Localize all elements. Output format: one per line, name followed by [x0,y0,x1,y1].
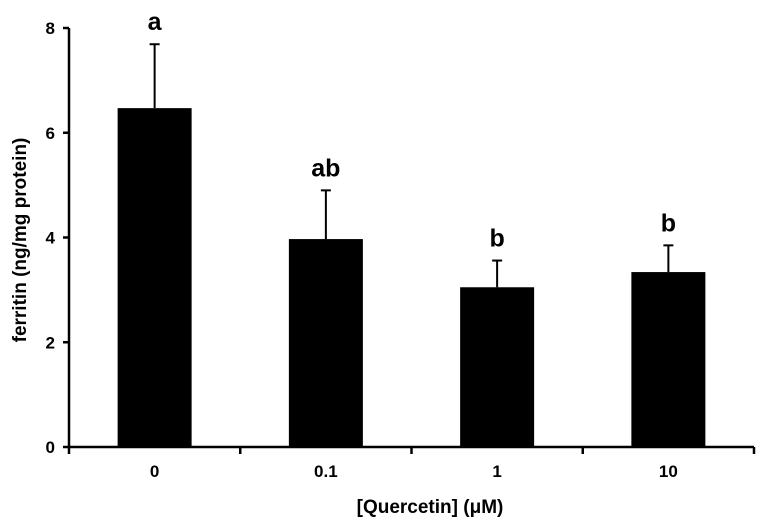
bar [460,287,535,447]
significance-label: b [661,209,676,237]
x-tick-label: 0 [150,462,159,481]
y-tick-label: 2 [46,333,55,352]
significance-label: ab [311,154,340,182]
x-tick-label: 10 [659,462,678,481]
y-axis-title: ferritin (ng/mg protein) [10,138,31,343]
bar [631,272,706,447]
y-tick-label: 0 [46,438,55,457]
error-bars-layer [149,43,674,288]
bars-layer [117,108,706,447]
significance-labels-layer: a ab b b [148,8,676,252]
x-tick-label: 0.1 [314,462,338,481]
x-tick-label: 1 [492,462,501,481]
y-tick-label: 6 [46,124,55,143]
bar [117,108,192,447]
significance-label: a [148,8,163,36]
bar [288,239,363,447]
y-tick-label: 8 [46,19,55,38]
y-tick-label: 4 [46,229,56,248]
x-axis-title: [Quercetin] (μM) [357,497,504,518]
y-ticks-layer: 0 2 4 6 8 [46,19,69,457]
significance-label: b [489,225,504,253]
x-ticks-layer: 0 0.1 1 10 [67,447,756,481]
